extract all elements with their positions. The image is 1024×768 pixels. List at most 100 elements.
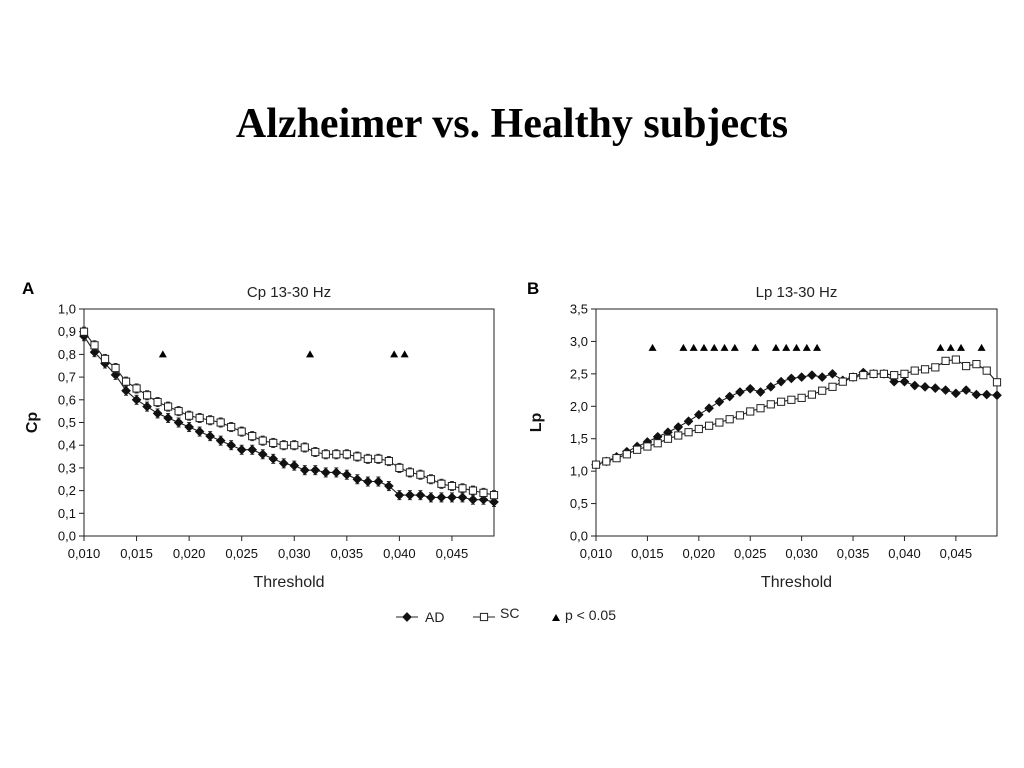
sc-point: [910, 366, 919, 375]
sc-point: [663, 434, 673, 443]
sc-point: [715, 418, 724, 427]
y-tick-label: 0,1: [58, 506, 76, 521]
ad-point: [394, 490, 405, 500]
legend-significance-label: p < 0.05: [565, 607, 616, 623]
sc-point: [195, 413, 204, 423]
sc-point: [633, 445, 642, 454]
ad-point: [735, 387, 745, 397]
sc-line: [595, 359, 998, 466]
sc-point: [622, 450, 631, 459]
sc-point: [591, 460, 601, 469]
ad-point: [447, 492, 457, 503]
significance-marker: [813, 343, 822, 351]
ad-point: [384, 481, 394, 491]
sc-point: [363, 454, 372, 463]
legend-ad-marker: [402, 612, 412, 622]
chart-panel-a: A Cp 13-30 Hz 0,0 0,1 0,2 0,3 0,4 0,5 0,6 0,7 0,8 0…: [22, 279, 499, 591]
significance-marker: [792, 343, 801, 351]
significance-marker: [390, 350, 399, 358]
sc-point: [602, 457, 611, 466]
sc-point: [920, 365, 930, 374]
ad-point: [992, 390, 1002, 401]
ad-point: [131, 394, 142, 405]
sc-point: [489, 491, 499, 500]
ad-point: [796, 372, 807, 382]
sc-line: [83, 331, 495, 496]
sc-point: [342, 450, 351, 459]
sc-point: [185, 411, 194, 420]
legend-sc-label: SC: [500, 605, 519, 621]
ad-point: [673, 422, 684, 432]
sc-point: [416, 470, 425, 479]
ad-point: [110, 370, 121, 380]
sc-point: [468, 486, 478, 495]
sc-point: [437, 479, 446, 488]
ad-point: [373, 476, 384, 487]
sc-point: [828, 382, 837, 391]
sc-point: [321, 450, 330, 459]
ad-point: [755, 387, 766, 397]
ad-point: [827, 369, 838, 379]
sc-point: [735, 411, 745, 420]
ad-point: [194, 426, 205, 437]
sc-point: [766, 400, 775, 409]
y-tick-label: 1,5: [570, 431, 588, 446]
significance-marker: [699, 343, 708, 351]
ad-point: [121, 385, 131, 396]
ad-point: [352, 474, 363, 485]
sc-point: [972, 360, 981, 369]
sc-point: [756, 404, 765, 413]
y-tick-label: 0,8: [58, 347, 76, 362]
ad-point: [205, 431, 215, 441]
sc-point: [132, 384, 141, 393]
x-tick-label: 0,025: [734, 546, 767, 561]
series-ad: [79, 331, 499, 507]
ad-point: [468, 494, 478, 505]
sc-point: [982, 366, 991, 375]
sc-point: [879, 369, 888, 378]
sc-point: [725, 415, 734, 424]
sc-point: [426, 475, 436, 484]
series-sc: [591, 355, 1002, 469]
sc-point: [643, 442, 652, 451]
ad-point: [981, 389, 992, 400]
ad-point: [807, 370, 817, 380]
significance-marker: [679, 343, 688, 351]
ad-line: [595, 372, 998, 466]
sc-point: [797, 393, 806, 402]
x-tick-label: 0,045: [436, 546, 469, 561]
sc-point: [216, 418, 225, 427]
sc-point: [992, 378, 1002, 387]
sc-point: [705, 421, 714, 430]
sc-point: [848, 373, 858, 382]
sc-point: [153, 397, 162, 407]
ad-line: [83, 335, 495, 503]
x-axis-label: Threshold: [761, 574, 832, 591]
significance-marker: [648, 343, 657, 351]
significance-marker: [936, 343, 945, 351]
sc-point: [227, 422, 236, 432]
sc-point: [269, 438, 278, 448]
significance-marker: [751, 343, 760, 351]
legend-ad-label: AD: [425, 609, 444, 625]
sc-point: [279, 441, 288, 450]
ad-point: [278, 458, 289, 469]
x-tick-label: 0,010: [68, 546, 101, 561]
ad-point: [786, 373, 797, 384]
sc-point: [405, 468, 414, 477]
sc-point: [142, 391, 152, 400]
x-tick-label: 0,040: [888, 546, 921, 561]
sc-point: [248, 432, 257, 441]
x-tick-label: 0,020: [173, 546, 206, 561]
significance-marker: [306, 350, 315, 358]
sc-point: [479, 488, 488, 497]
ad-point: [236, 444, 247, 455]
y-tick-label: 2,5: [570, 366, 588, 381]
sc-point: [121, 377, 131, 386]
y-tick-label: 1,0: [58, 302, 76, 317]
sc-point: [612, 454, 621, 463]
sc-point: [962, 361, 971, 371]
ad-point: [405, 490, 415, 500]
x-tick-label: 0,040: [383, 546, 416, 561]
ad-point: [909, 380, 920, 391]
